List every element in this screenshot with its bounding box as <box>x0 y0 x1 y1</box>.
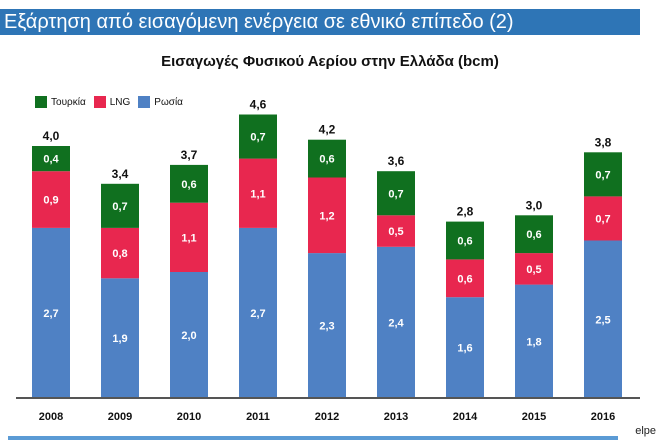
segment-label: 1,6 <box>457 343 472 355</box>
bar-segment <box>308 139 346 178</box>
total-label: 2,8 <box>457 205 474 219</box>
bar-segment <box>32 171 70 228</box>
bar-segment <box>377 215 415 247</box>
total-label: 3,8 <box>595 135 612 149</box>
x-tick-label: 2010 <box>177 411 201 423</box>
segment-label: 0,7 <box>250 132 265 144</box>
bottom-divider <box>8 436 618 440</box>
segment-label: 0,7 <box>112 201 127 213</box>
bar-segment <box>239 227 277 398</box>
bar-segment <box>515 253 553 285</box>
bar-segment <box>239 114 277 159</box>
segment-label: 2,5 <box>595 314 610 326</box>
legend-swatch <box>93 96 106 108</box>
x-tick-label: 2015 <box>522 411 546 423</box>
bar-segment <box>101 227 139 279</box>
legend-item-lng: LNG <box>93 96 131 108</box>
x-tick-label: 2013 <box>384 411 408 423</box>
slide-title: Εξάρτηση από εισαγόμενη ενέργεια σε εθνι… <box>4 11 514 33</box>
x-tick-label: 2012 <box>315 411 339 423</box>
total-label: 3,4 <box>112 167 129 181</box>
bar-segment <box>308 253 346 398</box>
segment-label: 2,0 <box>181 330 196 342</box>
legend-item-turkey: Τουρκία <box>35 96 86 108</box>
segment-label: 0,7 <box>595 213 610 225</box>
segment-label: 2,7 <box>250 308 265 320</box>
segment-label: 0,6 <box>457 273 472 285</box>
segment-label: 1,1 <box>181 232 196 244</box>
bar-segment <box>515 284 553 398</box>
bar-segment <box>377 171 415 216</box>
source-label: elpe <box>635 425 656 437</box>
chart-title: Εισαγωγές Φυσικού Αερίου στην Ελλάδα (bc… <box>161 53 499 70</box>
legend-label: Τουρκία <box>51 96 86 108</box>
segment-label: 2,7 <box>43 308 58 320</box>
segment-label: 2,4 <box>388 317 404 329</box>
legend-item-russia: Ρωσία <box>138 96 183 108</box>
segment-label: 0,5 <box>526 264 541 276</box>
legend-swatch <box>138 96 151 108</box>
segment-label: 0,6 <box>319 154 334 166</box>
total-label: 3,7 <box>181 148 198 162</box>
bar-segment <box>32 146 70 172</box>
segment-label: 0,9 <box>43 195 58 207</box>
total-label: 3,0 <box>526 198 543 212</box>
bar-segment <box>515 215 553 254</box>
legend-label: LNG <box>109 96 131 108</box>
bar-segment <box>170 202 208 272</box>
segment-label: 1,8 <box>526 336 541 348</box>
chart-legend: Τουρκία LNG Ρωσία <box>35 96 183 108</box>
segment-label: 0,8 <box>112 248 127 260</box>
bar-segment <box>446 221 484 260</box>
bar-segment <box>101 183 139 228</box>
segment-label: 0,4 <box>43 154 59 166</box>
bar-segment <box>584 196 622 241</box>
bar-segment <box>584 240 622 398</box>
bar-segment <box>446 259 484 298</box>
segment-label: 1,9 <box>112 333 127 345</box>
segment-label: 0,6 <box>181 179 196 191</box>
x-tick-label: 2008 <box>39 411 63 423</box>
bar-segment <box>377 246 415 398</box>
total-label: 4,6 <box>250 98 267 112</box>
bar-segment <box>446 297 484 398</box>
segment-label: 0,7 <box>595 169 610 181</box>
total-label: 3,6 <box>388 154 405 168</box>
segment-label: 1,1 <box>250 188 265 200</box>
total-label: 4,0 <box>43 129 60 143</box>
legend-swatch <box>35 96 47 108</box>
segment-label: 0,5 <box>388 226 403 238</box>
total-label: 4,2 <box>319 123 336 137</box>
segment-label: 1,2 <box>319 210 334 222</box>
segment-label: 0,6 <box>457 236 472 248</box>
bar-segment <box>584 152 622 197</box>
x-tick-label: 2009 <box>108 411 132 423</box>
bar-segment <box>170 164 208 203</box>
slide-title-bar: Εξάρτηση από εισαγόμενη ενέργεια σε εθνι… <box>0 9 640 35</box>
bar-segment <box>308 177 346 254</box>
legend-label: Ρωσία <box>154 96 183 108</box>
x-tick-label: 2014 <box>453 411 478 423</box>
x-tick-label: 2016 <box>591 411 615 423</box>
segment-label: 0,7 <box>388 188 403 200</box>
bar-segment <box>170 272 208 398</box>
x-tick-label: 2011 <box>246 411 270 423</box>
bar-segment <box>101 278 139 398</box>
bar-segment <box>239 158 277 228</box>
segment-label: 0,6 <box>526 229 541 241</box>
segment-label: 2,3 <box>319 321 334 333</box>
bar-segment <box>32 227 70 398</box>
